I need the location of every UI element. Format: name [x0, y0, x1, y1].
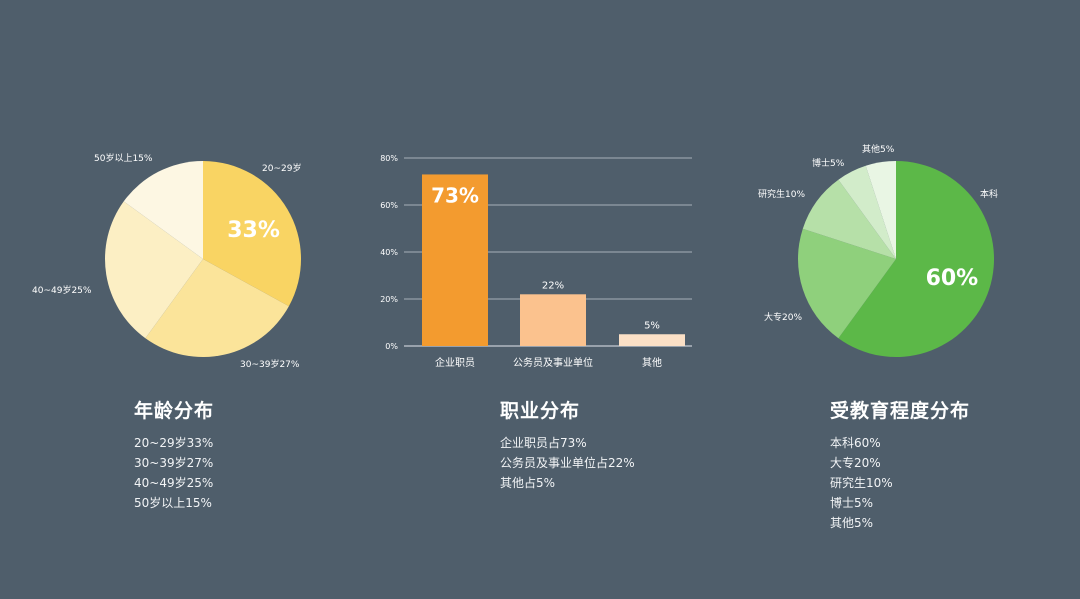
pie-slice — [798, 228, 896, 339]
education-summary: 受教育程度分布 本科60% 大专20% 研究生10% 博士5% 其他5% — [830, 396, 970, 533]
pie-slice-label: 30~39岁27% — [240, 358, 300, 370]
education-legend-item: 研究生10% — [830, 476, 893, 490]
bar — [422, 174, 488, 346]
pie-slice — [802, 179, 896, 259]
education-legend-list: 本科60% 大专20% 研究生10% 博士5% 其他5% — [830, 433, 970, 533]
job-legend-item: 其他占5% — [500, 476, 556, 490]
education-legend-item: 博士5% — [830, 496, 874, 510]
pie-value-label: 60% — [926, 266, 979, 291]
job-legend-item: 企业职员占73% — [500, 436, 587, 450]
education-pie-chart: 本科 60% 大专20% 研究生10% 博士5% 其他5% — [758, 143, 998, 357]
job-chart-title: 职业分布 — [500, 400, 581, 422]
pie-slice — [838, 165, 896, 259]
pie-slice — [865, 161, 896, 259]
pie-slice-label: 40~49岁25% — [32, 284, 92, 296]
bar — [619, 334, 685, 346]
x-tick-label: 企业职员 — [435, 356, 475, 369]
y-tick-label: 40% — [380, 248, 398, 257]
age-legend-item: 40~49岁25% — [134, 476, 214, 490]
education-legend-item: 其他5% — [830, 516, 874, 530]
education-legend-item: 本科60% — [830, 436, 881, 450]
pie-slice-label: 20~29岁 — [262, 162, 301, 174]
x-tick-label: 公务员及事业单位 — [513, 356, 593, 369]
y-tick-label: 60% — [380, 201, 398, 210]
education-chart-title: 受教育程度分布 — [830, 400, 971, 422]
pie-slice — [145, 259, 289, 357]
age-legend-item: 50岁以上15% — [134, 496, 212, 510]
age-pie-chart: 20~29岁 33% 30~39岁27% 40~49岁25% 50岁以上15% — [32, 152, 301, 370]
job-summary: 职业分布 企业职员占73% 公务员及事业单位占22% 其他占5% — [500, 396, 635, 493]
job-legend-list: 企业职员占73% 公务员及事业单位占22% 其他占5% — [500, 433, 635, 493]
age-legend-list: 20~29岁33% 30~39岁27% 40~49岁25% 50岁以上15% — [134, 433, 214, 513]
bar-value-label: 22% — [542, 280, 564, 291]
pie-slice-label: 50岁以上15% — [94, 152, 153, 164]
age-legend-item: 20~29岁33% — [134, 436, 214, 450]
bar — [520, 294, 586, 346]
y-tick-label: 80% — [380, 154, 398, 163]
pie-slice-label: 大专20% — [764, 311, 802, 323]
age-legend-item: 30~39岁27% — [134, 456, 214, 470]
pie-slice — [203, 161, 302, 307]
pie-value-label: 33% — [227, 218, 280, 243]
education-legend-item: 大专20% — [830, 456, 881, 470]
job-legend-item: 公务员及事业单位占22% — [500, 456, 635, 470]
y-tick-label: 20% — [380, 295, 398, 304]
age-chart-title: 年龄分布 — [134, 400, 215, 422]
pie-slice — [105, 201, 203, 339]
x-tick-label: 其他 — [642, 356, 662, 369]
pie-slice-label: 博士5% — [812, 157, 845, 169]
job-bar-chart: 0% 20% 40% 60% 80% 73% 企业职员 22% 公务员及事业单位 5% 其他 — [380, 154, 692, 369]
bar-value-label: 73% — [431, 183, 479, 207]
pie-slice-label: 其他5% — [862, 143, 895, 155]
pie-slice — [123, 161, 203, 259]
bar-value-label: 5% — [644, 320, 660, 331]
y-tick-label: 0% — [385, 342, 398, 351]
pie-slice — [838, 161, 995, 357]
age-summary: 年龄分布 20~29岁33% 30~39岁27% 40~49岁25% 50岁以上… — [134, 396, 214, 513]
pie-slice-label: 本科 — [980, 188, 998, 200]
pie-slice-label: 研究生10% — [758, 188, 805, 200]
